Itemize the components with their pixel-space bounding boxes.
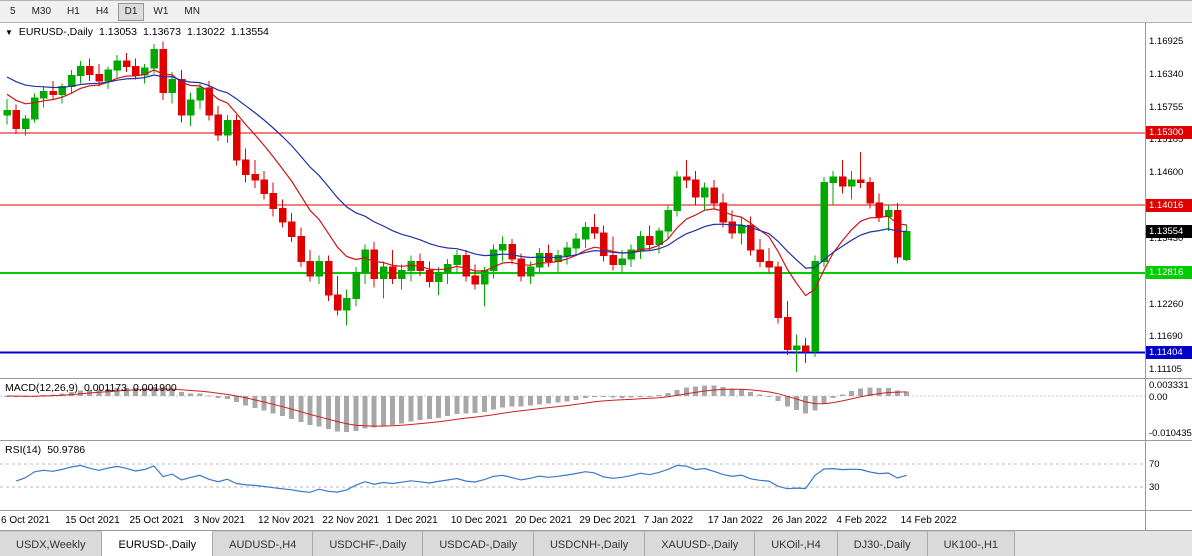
ohlc-close: 1.13554 — [230, 26, 269, 38]
date-label-15-oct-2021: 15 Oct 2021 — [65, 515, 120, 526]
date-label-7-jan-2022: 7 Jan 2022 — [643, 515, 694, 526]
timeframe-button-w1[interactable]: W1 — [153, 5, 169, 17]
date-label-25-oct-2021: 25 Oct 2021 — [129, 515, 184, 526]
current-price-badge: 1.13554 — [1146, 224, 1192, 238]
timeframe-button-5[interactable]: 5 — [10, 5, 16, 17]
ohlc-open: 1.13053 — [99, 26, 137, 38]
chart-tab-uk100-h1[interactable]: UK100-,H1 — [927, 531, 1016, 556]
rsi-chart-canvas[interactable] — [0, 441, 1145, 510]
level-price-badge-1.11404: 1.11404 — [1146, 345, 1192, 359]
date-label-4-feb-2022: 4 Feb 2022 — [836, 515, 887, 526]
date-label-22-nov-2021: 22 Nov 2021 — [322, 515, 380, 526]
macd-signal-value: 0.001900 — [132, 382, 177, 394]
timeframe-button-d1[interactable]: D1 — [117, 2, 145, 21]
date-label-1-dec-2021: 1 Dec 2021 — [386, 515, 438, 526]
date-axis-corner — [1145, 511, 1192, 530]
timeframe-toolbar: 5 M30 H1 H4 D1 W1 MN — [0, 1, 1192, 23]
timeframe-button-mn[interactable]: MN — [184, 5, 200, 17]
level-price-badge-1.12816: 1.12816 — [1146, 266, 1192, 280]
date-label-12-nov-2021: 12 Nov 2021 — [258, 515, 315, 526]
ma-fast-line — [6, 69, 907, 297]
ma-slow-line — [6, 74, 907, 269]
date-label-26-jan-2022: 26 Jan 2022 — [772, 515, 828, 526]
price-axis-label-1.14600: 1.14600 — [1149, 166, 1184, 178]
chart-tab-eurusd-daily[interactable]: EURUSD-,Daily — [102, 531, 214, 556]
chart-tabs-bar: USDX,Weekly EURUSD-,Daily AUDUSD-,H4 USDCHF… — [0, 531, 1192, 556]
rsi-label: RSI(14) — [5, 444, 42, 456]
macd-signal-line — [6, 388, 907, 427]
chart-tab-usdcad-daily[interactable]: USDCAD-,Daily — [423, 531, 534, 556]
rsi-value: 50.9786 — [47, 444, 86, 456]
candlestick-chart-canvas[interactable] — [0, 23, 1145, 378]
price-axis: 1.169251.163401.157551.151851.146001.134… — [1145, 23, 1192, 378]
chart-symbol-label: EURUSD-,Daily — [18, 26, 94, 38]
rsi-line — [15, 464, 907, 493]
price-axis-label-1.16340: 1.16340 — [1149, 68, 1184, 80]
rsi-axis-label-70: 70 — [1149, 459, 1160, 471]
level-price-badge-1.14016: 1.14016 — [1146, 198, 1192, 212]
macd-axis: 0.003331 0.00 -0.010435 — [1145, 379, 1192, 440]
macd-header: MACD(12,26,9) 0.001173 0.001900 — [5, 382, 183, 394]
chart-ohlc-header: ▼ EURUSD-,Daily 1.13053 1.13673 1.13022 1.135… — [5, 26, 275, 38]
date-label-29-dec-2021: 29 Dec 2021 — [579, 515, 637, 526]
price-axis-label-1.11690: 1.11690 — [1149, 330, 1183, 342]
date-label-6-oct-2021: 6 Oct 2021 — [1, 515, 50, 526]
chart-tab-usdcnh-daily[interactable]: USDCNH-,Daily — [533, 531, 646, 556]
level-price-badge-1.15300: 1.15300 — [1146, 126, 1192, 140]
macd-chart-canvas[interactable] — [0, 379, 1145, 440]
macd-indicator-panel[interactable]: MACD(12,26,9) 0.001173 0.001900 0.003331 0.… — [0, 379, 1192, 441]
ohlc-low: 1.13022 — [186, 26, 225, 38]
date-label-3-nov-2021: 3 Nov 2021 — [193, 515, 245, 526]
macd-axis-zero: 0.00 — [1149, 391, 1168, 403]
macd-label: MACD(12,26,9) — [5, 382, 78, 394]
main-chart-panel[interactable]: ▼ EURUSD-,Daily 1.13053 1.13673 1.13022 1.135… — [0, 23, 1192, 379]
chart-tab-usdx-weekly[interactable]: USDX,Weekly — [0, 531, 103, 556]
rsi-indicator-panel[interactable]: RSI(14) 50.9786 70 30 — [0, 441, 1192, 511]
chart-tab-usdchf-daily[interactable]: USDCHF-,Daily — [313, 531, 424, 556]
rsi-header: RSI(14) 50.9786 — [5, 444, 91, 456]
macd-main-value: 0.001173 — [83, 382, 127, 394]
chart-tab-ukoil-h4[interactable]: UKOil-,H4 — [755, 531, 838, 556]
macd-axis-min: -0.010435 — [1149, 428, 1192, 439]
chart-dropdown-arrow-icon[interactable]: ▼ — [5, 28, 13, 37]
date-axis[interactable]: 6 Oct 2021 15 Oct 2021 25 Oct 2021 3 Nov 20… — [0, 511, 1192, 531]
chart-tab-xauusd-daily[interactable]: XAUUSD-,Daily — [645, 531, 756, 556]
price-axis-label-1.13430: 1.13430 — [1149, 232, 1184, 244]
rsi-axis-label-30: 30 — [1149, 481, 1160, 493]
price-axis-label-1.11105: 1.11105 — [1149, 363, 1182, 375]
date-label-14-feb-2022: 14 Feb 2022 — [900, 515, 957, 526]
price-axis-label-1.16925: 1.16925 — [1149, 35, 1184, 47]
timeframe-button-h4[interactable]: H4 — [95, 5, 109, 17]
rsi-axis: 70 30 — [1145, 441, 1192, 510]
date-label-10-dec-2021: 10 Dec 2021 — [450, 515, 508, 526]
date-label-17-jan-2022: 17 Jan 2022 — [707, 515, 763, 526]
date-label-20-dec-2021: 20 Dec 2021 — [515, 515, 572, 526]
ohlc-high: 1.13673 — [142, 26, 181, 38]
price-axis-label-1.15755: 1.15755 — [1149, 101, 1184, 113]
macd-axis-max: 0.003331 — [1149, 380, 1189, 391]
timeframe-button-m30[interactable]: M30 — [31, 5, 52, 17]
chart-tab-dj30-daily[interactable]: DJ30-,Daily — [837, 531, 928, 556]
chart-tab-audusd-h4[interactable]: AUDUSD-,H4 — [213, 531, 314, 556]
price-axis-label-1.12260: 1.12260 — [1149, 298, 1184, 310]
timeframe-button-h1[interactable]: H1 — [67, 5, 80, 17]
